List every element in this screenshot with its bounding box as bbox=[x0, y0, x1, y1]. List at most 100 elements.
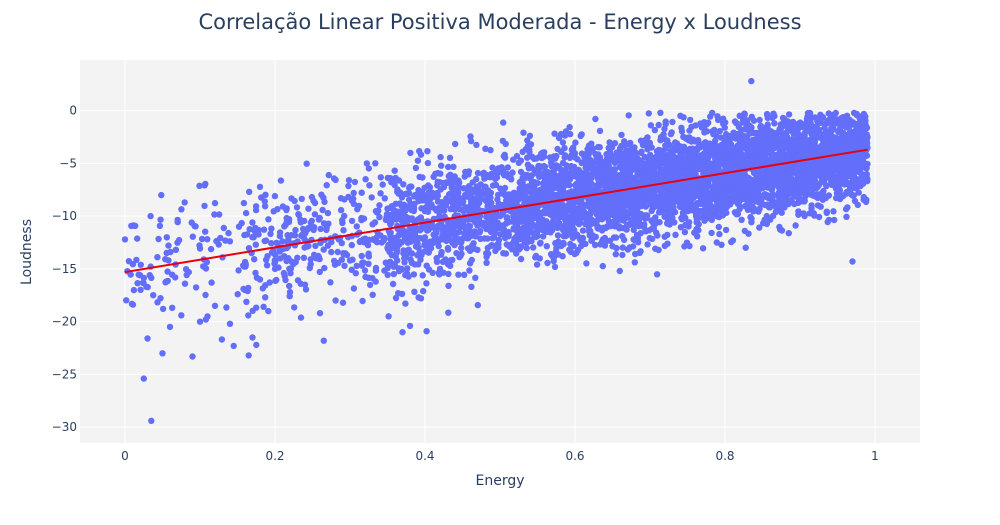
data-point bbox=[339, 299, 347, 306]
data-point bbox=[524, 183, 532, 190]
data-point bbox=[835, 128, 842, 136]
data-point bbox=[655, 121, 662, 129]
data-point bbox=[583, 260, 590, 267]
data-point bbox=[836, 167, 843, 174]
data-point bbox=[715, 223, 722, 231]
data-point bbox=[681, 207, 688, 214]
data-point bbox=[606, 139, 613, 146]
data-point bbox=[765, 147, 772, 154]
data-point bbox=[433, 258, 441, 265]
data-point bbox=[350, 200, 357, 207]
data-point bbox=[579, 227, 587, 234]
data-point bbox=[787, 186, 794, 193]
data-point bbox=[368, 194, 375, 201]
data-point bbox=[646, 192, 653, 199]
data-point bbox=[313, 255, 320, 262]
data-point bbox=[423, 328, 430, 335]
data-point bbox=[332, 176, 339, 184]
data-point bbox=[556, 172, 563, 179]
data-point bbox=[376, 202, 383, 209]
data-point bbox=[451, 185, 458, 192]
data-point bbox=[746, 203, 754, 211]
data-point bbox=[411, 288, 418, 295]
data-point bbox=[597, 241, 604, 248]
data-point bbox=[530, 244, 537, 251]
data-point bbox=[860, 123, 867, 130]
data-point bbox=[366, 182, 373, 189]
data-point bbox=[157, 216, 164, 223]
data-point bbox=[450, 179, 457, 186]
data-point bbox=[134, 235, 141, 242]
data-point bbox=[676, 201, 684, 209]
data-point bbox=[432, 227, 440, 235]
data-point bbox=[526, 146, 533, 153]
data-point bbox=[156, 222, 164, 230]
data-point bbox=[819, 131, 826, 138]
data-point bbox=[791, 200, 798, 208]
data-point bbox=[242, 209, 250, 217]
data-point bbox=[351, 178, 359, 186]
data-point bbox=[682, 200, 689, 207]
data-point bbox=[225, 229, 232, 237]
data-point bbox=[446, 154, 454, 161]
data-point bbox=[492, 230, 499, 237]
data-point bbox=[858, 129, 865, 136]
data-point bbox=[796, 183, 804, 191]
data-point bbox=[682, 221, 689, 228]
data-point bbox=[159, 305, 167, 313]
data-point bbox=[781, 186, 789, 194]
data-point bbox=[673, 186, 680, 193]
data-point bbox=[165, 242, 172, 249]
data-point bbox=[528, 172, 535, 179]
data-point bbox=[234, 291, 241, 298]
data-point bbox=[358, 262, 365, 269]
data-point bbox=[274, 206, 281, 213]
data-point bbox=[418, 197, 425, 204]
data-point bbox=[778, 125, 785, 132]
data-point bbox=[487, 146, 494, 154]
data-point bbox=[402, 300, 409, 307]
data-point bbox=[311, 211, 319, 218]
data-point bbox=[678, 124, 685, 131]
data-point bbox=[472, 274, 479, 281]
data-point bbox=[384, 271, 391, 279]
data-point bbox=[810, 210, 817, 217]
data-point bbox=[603, 186, 611, 193]
data-point bbox=[612, 251, 619, 258]
data-point bbox=[147, 212, 154, 220]
data-point bbox=[445, 270, 452, 278]
data-point bbox=[461, 173, 468, 180]
data-point bbox=[196, 182, 203, 189]
data-point bbox=[383, 210, 391, 218]
data-point bbox=[306, 264, 313, 272]
data-point bbox=[172, 246, 180, 253]
data-point bbox=[722, 226, 730, 234]
data-point bbox=[307, 256, 314, 263]
data-point bbox=[825, 110, 832, 117]
data-point bbox=[208, 279, 215, 286]
data-point bbox=[716, 187, 723, 194]
data-point bbox=[702, 163, 709, 170]
data-point bbox=[596, 202, 603, 209]
data-point bbox=[728, 238, 735, 246]
data-point bbox=[438, 162, 445, 169]
data-point bbox=[256, 183, 264, 191]
data-point bbox=[850, 142, 858, 150]
data-point bbox=[293, 204, 301, 211]
data-point bbox=[252, 241, 259, 248]
data-point bbox=[455, 271, 462, 278]
data-point bbox=[332, 297, 339, 304]
data-point bbox=[143, 283, 150, 290]
data-point bbox=[345, 177, 353, 184]
data-point bbox=[723, 209, 730, 216]
data-point bbox=[692, 122, 699, 129]
data-point bbox=[251, 227, 258, 234]
data-point bbox=[297, 216, 304, 223]
data-point bbox=[734, 185, 742, 193]
data-point bbox=[472, 233, 479, 240]
data-point bbox=[474, 191, 481, 199]
data-point bbox=[677, 152, 684, 160]
data-point bbox=[707, 202, 714, 210]
data-point bbox=[405, 184, 413, 192]
data-point bbox=[226, 238, 234, 245]
